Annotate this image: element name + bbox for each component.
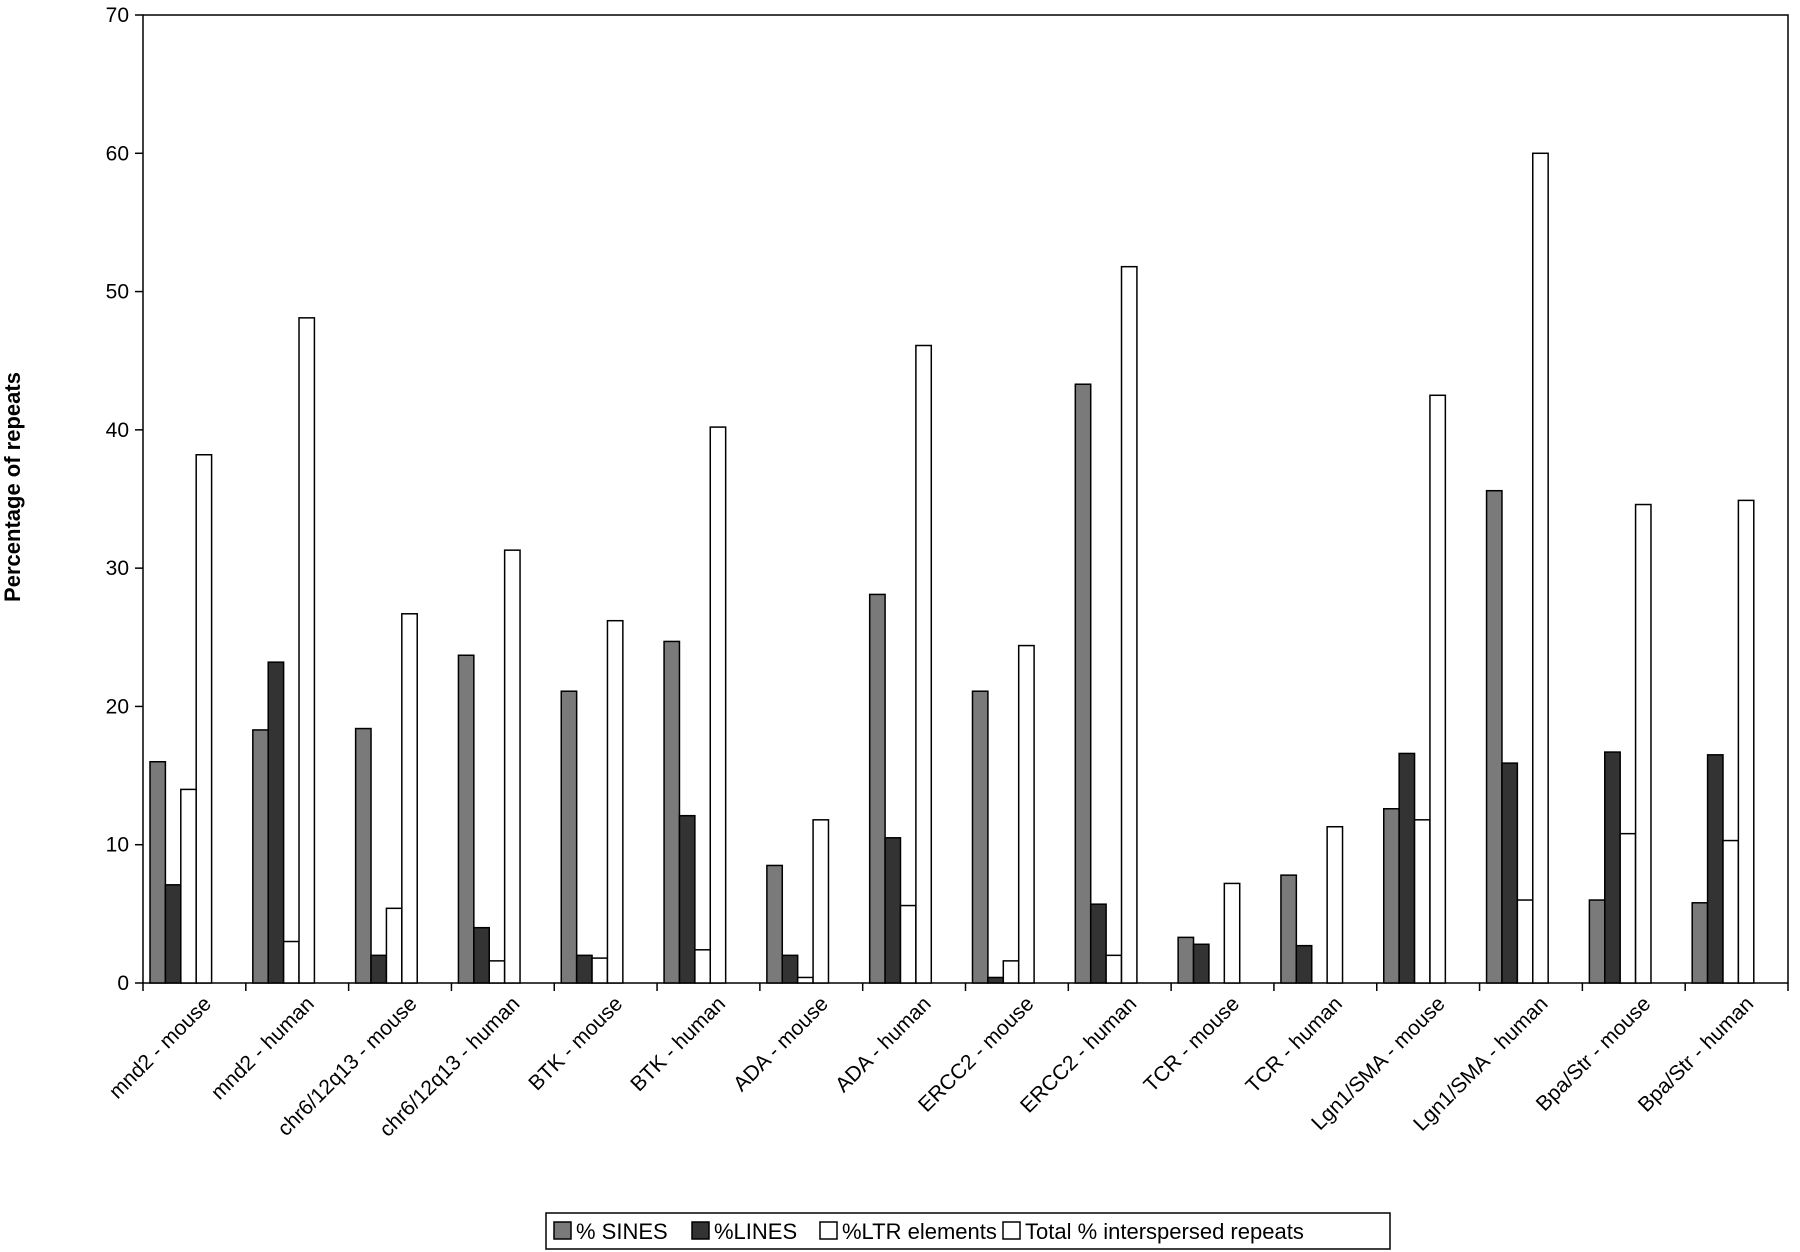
- bar: [560, 690, 578, 984]
- bar: [1501, 762, 1519, 984]
- bar: [1604, 751, 1621, 984]
- bar: [915, 344, 933, 984]
- bar: [252, 729, 269, 984]
- bar: [1280, 874, 1298, 984]
- bar: [1192, 943, 1210, 984]
- bar: [1398, 752, 1416, 984]
- y-tick-label: 70: [106, 4, 129, 27]
- bar: [796, 976, 814, 984]
- y-tick-label: 40: [106, 419, 129, 442]
- bar: [1588, 899, 1606, 984]
- y-tick-label: 0: [117, 972, 129, 995]
- bar: [591, 957, 609, 984]
- bar: [385, 907, 403, 984]
- bar: [709, 426, 727, 984]
- bar: [1177, 936, 1195, 984]
- bar: [401, 613, 418, 984]
- bar: [812, 819, 830, 984]
- bar: [987, 976, 1005, 984]
- bar: [868, 593, 886, 984]
- x-tick-label: TCR - mouse: [1140, 992, 1245, 1097]
- y-tick-label: 50: [106, 281, 129, 304]
- y-tick-label: 60: [106, 142, 129, 165]
- bar: [663, 640, 681, 984]
- y-tick-label: 10: [106, 834, 129, 857]
- bar: [575, 954, 593, 984]
- bar: [781, 954, 799, 984]
- bar: [1089, 903, 1107, 984]
- bars: [149, 152, 1755, 984]
- bar: [884, 837, 902, 984]
- bar: [370, 954, 388, 984]
- bar: [164, 884, 182, 984]
- legend-swatch: [1002, 1221, 1021, 1240]
- legend: % SINES %LINES %LTR elements Total % inters…: [545, 1212, 1391, 1250]
- bar: [1516, 899, 1534, 984]
- bar: [1105, 954, 1123, 984]
- bar: [694, 949, 712, 984]
- bar: [971, 690, 989, 984]
- y-tick-labels: 0 10 20 30 40 50 60 70: [106, 4, 129, 995]
- bar: [1383, 808, 1400, 984]
- bar: [1634, 503, 1652, 984]
- x-tick-label: mnd2 - human: [207, 992, 319, 1104]
- bar: [766, 864, 784, 984]
- x-tick-label: ADA - mouse: [729, 992, 833, 1096]
- bar: [1223, 882, 1241, 984]
- bar: [1074, 383, 1092, 984]
- bar: [1017, 644, 1035, 984]
- bar: [195, 453, 213, 984]
- bar: [1485, 489, 1503, 984]
- x-tick-label: BTK - human: [626, 992, 730, 1096]
- bar: [267, 661, 285, 984]
- bar: [1722, 839, 1740, 984]
- bar: [503, 549, 521, 984]
- bar: [1737, 499, 1755, 984]
- bar: [298, 317, 316, 984]
- y-axis-title: Percentage of repeats: [0, 372, 25, 602]
- bar: [180, 788, 197, 984]
- axes: [135, 14, 1789, 991]
- y-tick-label: 20: [106, 695, 129, 718]
- bar: [1295, 944, 1313, 984]
- legend-label: %LTR elements: [842, 1219, 997, 1244]
- bar: [1413, 819, 1431, 984]
- bar: [606, 619, 624, 984]
- bar: [1532, 152, 1549, 984]
- legend-swatch: [553, 1221, 572, 1240]
- x-tick-label: ADA - human: [831, 992, 936, 1097]
- bar: [899, 904, 917, 984]
- bar: [488, 960, 506, 984]
- bar: [457, 654, 475, 984]
- x-tick-label: TCR - human: [1241, 992, 1346, 1097]
- bar: [1706, 754, 1724, 984]
- bar: [1120, 265, 1138, 984]
- legend-label: Total % interspersed repeats: [1025, 1219, 1304, 1244]
- x-tick-label: BTK - mouse: [524, 992, 627, 1095]
- bar: [473, 926, 490, 984]
- bar: [1691, 902, 1709, 984]
- legend-swatch: [691, 1221, 710, 1240]
- y-tick-label: 30: [106, 557, 129, 580]
- bar: [1429, 394, 1447, 984]
- legend-swatch: [819, 1221, 838, 1240]
- bar: [1002, 960, 1020, 984]
- bar: [149, 760, 167, 984]
- bar: [1619, 832, 1637, 984]
- x-tick-label: mnd2 - mouse: [105, 992, 216, 1103]
- legend-box: [545, 1212, 1391, 1250]
- legend-label: % SINES: [576, 1219, 668, 1244]
- bar: [282, 940, 300, 984]
- bar: [1326, 825, 1344, 984]
- bar: [354, 727, 372, 984]
- bar: [678, 814, 696, 984]
- legend-label: %LINES: [714, 1219, 797, 1244]
